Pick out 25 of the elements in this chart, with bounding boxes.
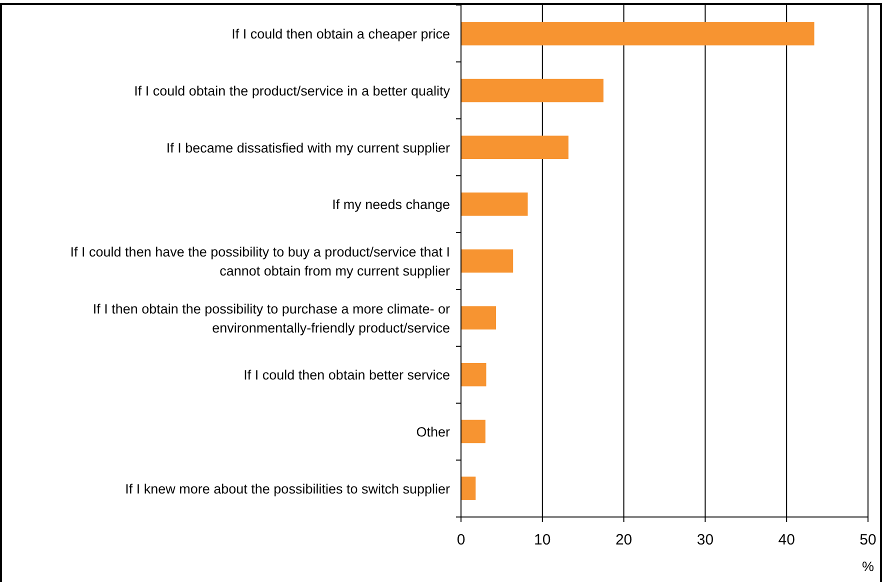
bar (461, 363, 486, 386)
x-tick-label: 0 (456, 532, 466, 548)
y-tick-label: If I then obtain the possibility to purchase a more climate- or environmentally-friendly product/service (92, 301, 450, 336)
x-tick-label: 20 (615, 532, 632, 548)
bar (461, 420, 486, 444)
bar (461, 22, 814, 46)
y-tick-label: If I became dissatisfied with my current supplier (166, 140, 450, 156)
bar (461, 249, 514, 273)
bar (461, 476, 476, 500)
x-axis-title: % (862, 559, 874, 574)
bar (461, 192, 528, 216)
x-tick-label: 30 (696, 532, 714, 548)
y-tick-label: If I could then have the possibility to buy a product/service that I cannot obtain from my current supplier (70, 244, 450, 278)
y-tick-label: If my needs change (332, 197, 450, 212)
x-tick-label: 10 (534, 532, 551, 548)
bar (461, 136, 568, 159)
bar (461, 78, 604, 102)
y-tick-label: If I could then obtain better service (244, 368, 450, 383)
x-tick-label: 50 (860, 532, 876, 548)
y-tick-label: If I could then obtain a cheaper price (232, 26, 450, 42)
y-tick-label: If I could obtain the product/service in a better quality (134, 84, 450, 99)
y-tick-label: Other (416, 424, 450, 440)
bar (461, 306, 496, 330)
y-tick-label: If I knew more about the possibilities to switch supplier (125, 481, 450, 496)
x-tick-label: 40 (778, 532, 795, 548)
